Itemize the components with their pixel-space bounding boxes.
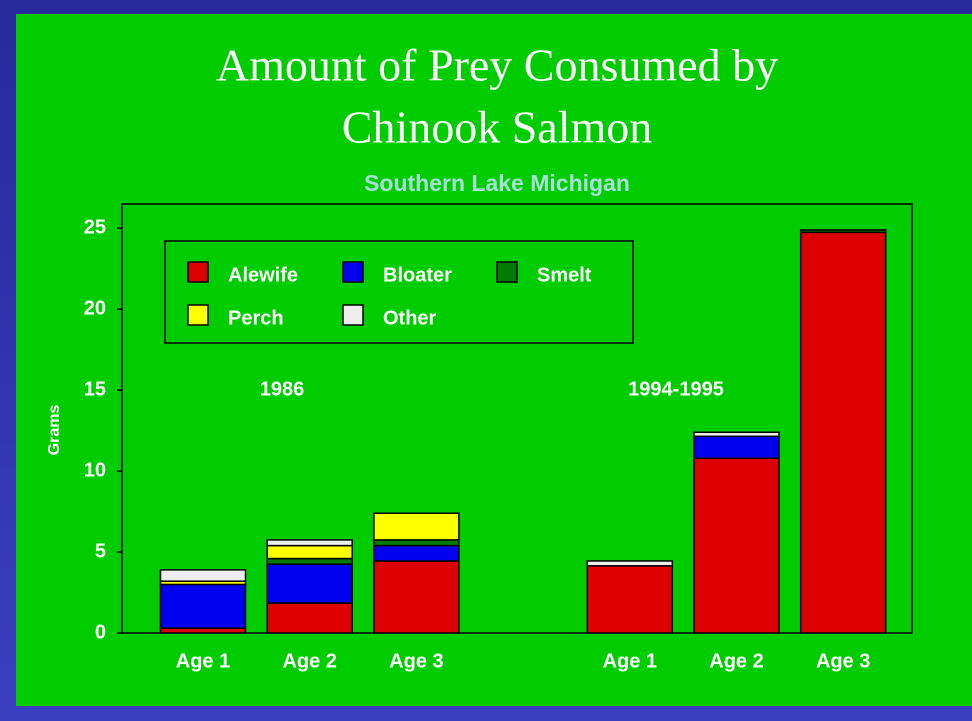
bar-segment — [586, 560, 674, 567]
x-tick-label: Age 1 — [176, 650, 230, 672]
legend-label: Other — [383, 307, 437, 329]
y-axis-label: Grams — [46, 405, 63, 456]
y-tick-label: 5 — [95, 540, 106, 562]
bar-segment — [799, 229, 887, 234]
x-tick-label: Age 2 — [709, 650, 763, 672]
chart-subtitle: Southern Lake Michigan — [364, 170, 630, 196]
legend-label: Bloater — [383, 264, 452, 286]
legend-label: Smelt — [537, 264, 592, 286]
chart-title: Amount of Prey Consumed by — [216, 40, 778, 91]
bar-segment — [693, 435, 780, 459]
y-tick-label: 0 — [95, 621, 106, 643]
legend-label: Perch — [228, 307, 284, 329]
bar-segment — [373, 539, 460, 547]
legend-frame — [164, 240, 634, 344]
bar-segment — [693, 457, 780, 634]
bar-segment — [799, 231, 887, 634]
bar-segment — [159, 583, 247, 629]
bar-segment — [266, 602, 353, 634]
bar-segment — [266, 563, 353, 604]
x-tick-label: Age 2 — [282, 650, 336, 672]
legend-swatch — [342, 261, 364, 283]
bar-segment — [373, 512, 460, 541]
x-tick-label: Age 3 — [389, 650, 443, 672]
x-tick-label: Age 1 — [603, 650, 657, 672]
y-tick-label: 10 — [84, 459, 106, 481]
bar-segment — [266, 539, 353, 547]
group-label: 1994-1995 — [628, 378, 724, 400]
bar-segment — [266, 557, 353, 565]
legend-swatch — [187, 261, 209, 283]
bar-segment — [159, 569, 247, 582]
legend-swatch — [187, 304, 209, 326]
bar-segment — [266, 544, 353, 560]
chart-title: Chinook Salmon — [342, 102, 653, 153]
bar-segment — [373, 544, 460, 562]
bar-segment — [373, 560, 460, 634]
x-tick-label: Age 3 — [816, 650, 870, 672]
legend-label: Alewife — [228, 264, 298, 286]
bar-segment — [693, 431, 780, 438]
group-label: 1986 — [260, 378, 305, 400]
plot-frame — [121, 203, 913, 634]
y-tick-label: 15 — [84, 378, 106, 400]
bar-segment — [586, 565, 674, 634]
legend-swatch — [342, 304, 364, 326]
y-tick-label: 20 — [84, 298, 106, 320]
y-tick-label: 25 — [84, 217, 106, 239]
legend-swatch — [496, 261, 518, 283]
